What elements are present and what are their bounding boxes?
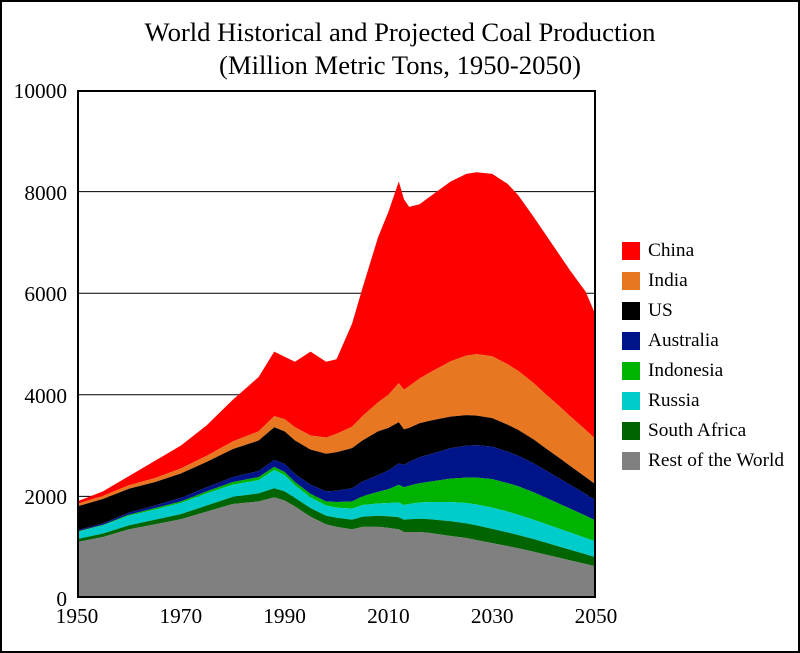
x-tick-label: 1990	[261, 604, 309, 629]
legend-item: Australia	[622, 326, 784, 356]
legend-label: Australia	[648, 330, 719, 352]
legend-label: US	[648, 300, 673, 322]
plot-area	[77, 90, 596, 598]
legend-item: US	[622, 296, 784, 326]
legend-swatch-icon	[622, 332, 640, 350]
y-tick-label: 8000	[2, 181, 67, 206]
x-tick-label: 2010	[364, 604, 412, 629]
legend-label: Indonesia	[648, 360, 723, 382]
legend-label: India	[648, 270, 688, 292]
stacked-area-svg	[77, 90, 596, 598]
x-tick-label: 2050	[572, 604, 620, 629]
y-tick-label: 2000	[2, 485, 67, 510]
chart-title: World Historical and Projected Coal Prod…	[2, 16, 798, 83]
legend-label: Rest of the World	[648, 450, 784, 472]
legend-swatch-icon	[622, 392, 640, 410]
legend: China India US Australia Indonesia Russia Sout…	[622, 236, 784, 476]
y-tick-label: 4000	[2, 384, 67, 409]
y-axis: 0200040006000800010000	[2, 90, 77, 598]
legend-item: Rest of the World	[622, 446, 784, 476]
legend-item: Indonesia	[622, 356, 784, 386]
legend-swatch-icon	[622, 272, 640, 290]
legend-label: Russia	[648, 390, 700, 412]
legend-item: China	[622, 236, 784, 266]
legend-item: Russia	[622, 386, 784, 416]
chart-frame: World Historical and Projected Coal Prod…	[0, 0, 800, 653]
legend-swatch-icon	[622, 422, 640, 440]
legend-label: South Africa	[648, 420, 746, 442]
legend-label: China	[648, 240, 694, 262]
y-tick-label: 10000	[2, 79, 67, 104]
y-tick-label: 6000	[2, 282, 67, 307]
x-tick-label: 1950	[53, 604, 101, 629]
x-axis: 195019701990201020302050	[77, 604, 596, 634]
legend-item: South Africa	[622, 416, 784, 446]
chart-title-line1: World Historical and Projected Coal Prod…	[2, 16, 798, 49]
legend-swatch-icon	[622, 362, 640, 380]
x-tick-label: 1970	[157, 604, 205, 629]
legend-item: India	[622, 266, 784, 296]
legend-swatch-icon	[622, 452, 640, 470]
legend-swatch-icon	[622, 302, 640, 320]
x-tick-label: 2030	[468, 604, 516, 629]
chart-title-line2: (Million Metric Tons, 1950-2050)	[2, 49, 798, 82]
legend-swatch-icon	[622, 242, 640, 260]
